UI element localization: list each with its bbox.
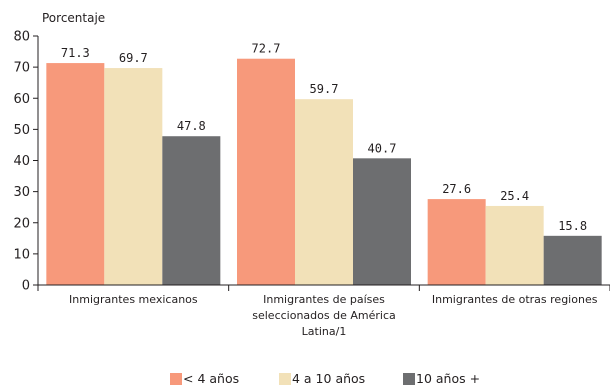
- legend-swatch: [170, 373, 182, 385]
- bar: [237, 58, 295, 285]
- legend-label: 10 años +: [416, 371, 480, 386]
- x-category-label-line: Inmigrantes de países: [263, 293, 385, 306]
- bar: [427, 199, 486, 285]
- bar: [295, 99, 353, 285]
- legend-label: < 4 años: [183, 371, 239, 386]
- data-label: 27.6: [442, 182, 471, 196]
- bar: [162, 136, 221, 285]
- data-label: 47.8: [177, 119, 206, 133]
- data-label: 71.3: [61, 46, 90, 60]
- x-category-label: Inmigrantes de otras regiones: [432, 293, 598, 306]
- x-category-label-line: seleccionados de América: [252, 309, 395, 322]
- y-tick-label: 80: [13, 30, 30, 45]
- data-label: 40.7: [368, 141, 397, 155]
- x-category-label-line: Latina/1: [302, 325, 347, 338]
- data-label: 15.8: [558, 219, 587, 233]
- y-tick-label: 30: [13, 185, 30, 200]
- y-tick-label: 10: [13, 247, 30, 262]
- legend-label: 4 a 10 años: [292, 371, 365, 386]
- legend-swatch: [403, 373, 415, 385]
- bar: [46, 63, 105, 285]
- data-label: 72.7: [252, 42, 281, 56]
- bar: [353, 158, 411, 285]
- y-tick-label: 40: [13, 154, 30, 169]
- y-tick-label: 50: [13, 123, 30, 138]
- x-category-label: Inmigrantes mexicanos: [69, 293, 198, 306]
- data-label: 69.7: [119, 51, 148, 65]
- bar: [485, 205, 544, 285]
- data-label: 59.7: [310, 82, 339, 96]
- bar: [543, 235, 602, 285]
- legend-swatch: [279, 373, 291, 385]
- bar: [104, 68, 163, 285]
- y-axis-title: Porcentaje: [42, 11, 105, 25]
- data-label: 25.4: [500, 189, 529, 203]
- x-category-label-line: Inmigrantes mexicanos: [69, 293, 198, 306]
- y-tick-label: 70: [13, 61, 30, 76]
- y-tick-label: 20: [13, 216, 30, 231]
- x-category-label: Inmigrantes de países seleccionados de Am…: [252, 293, 395, 338]
- x-category-label-line: Inmigrantes de otras regiones: [432, 293, 598, 306]
- y-tick-label: 60: [13, 92, 30, 107]
- y-tick-label: 0: [22, 279, 30, 294]
